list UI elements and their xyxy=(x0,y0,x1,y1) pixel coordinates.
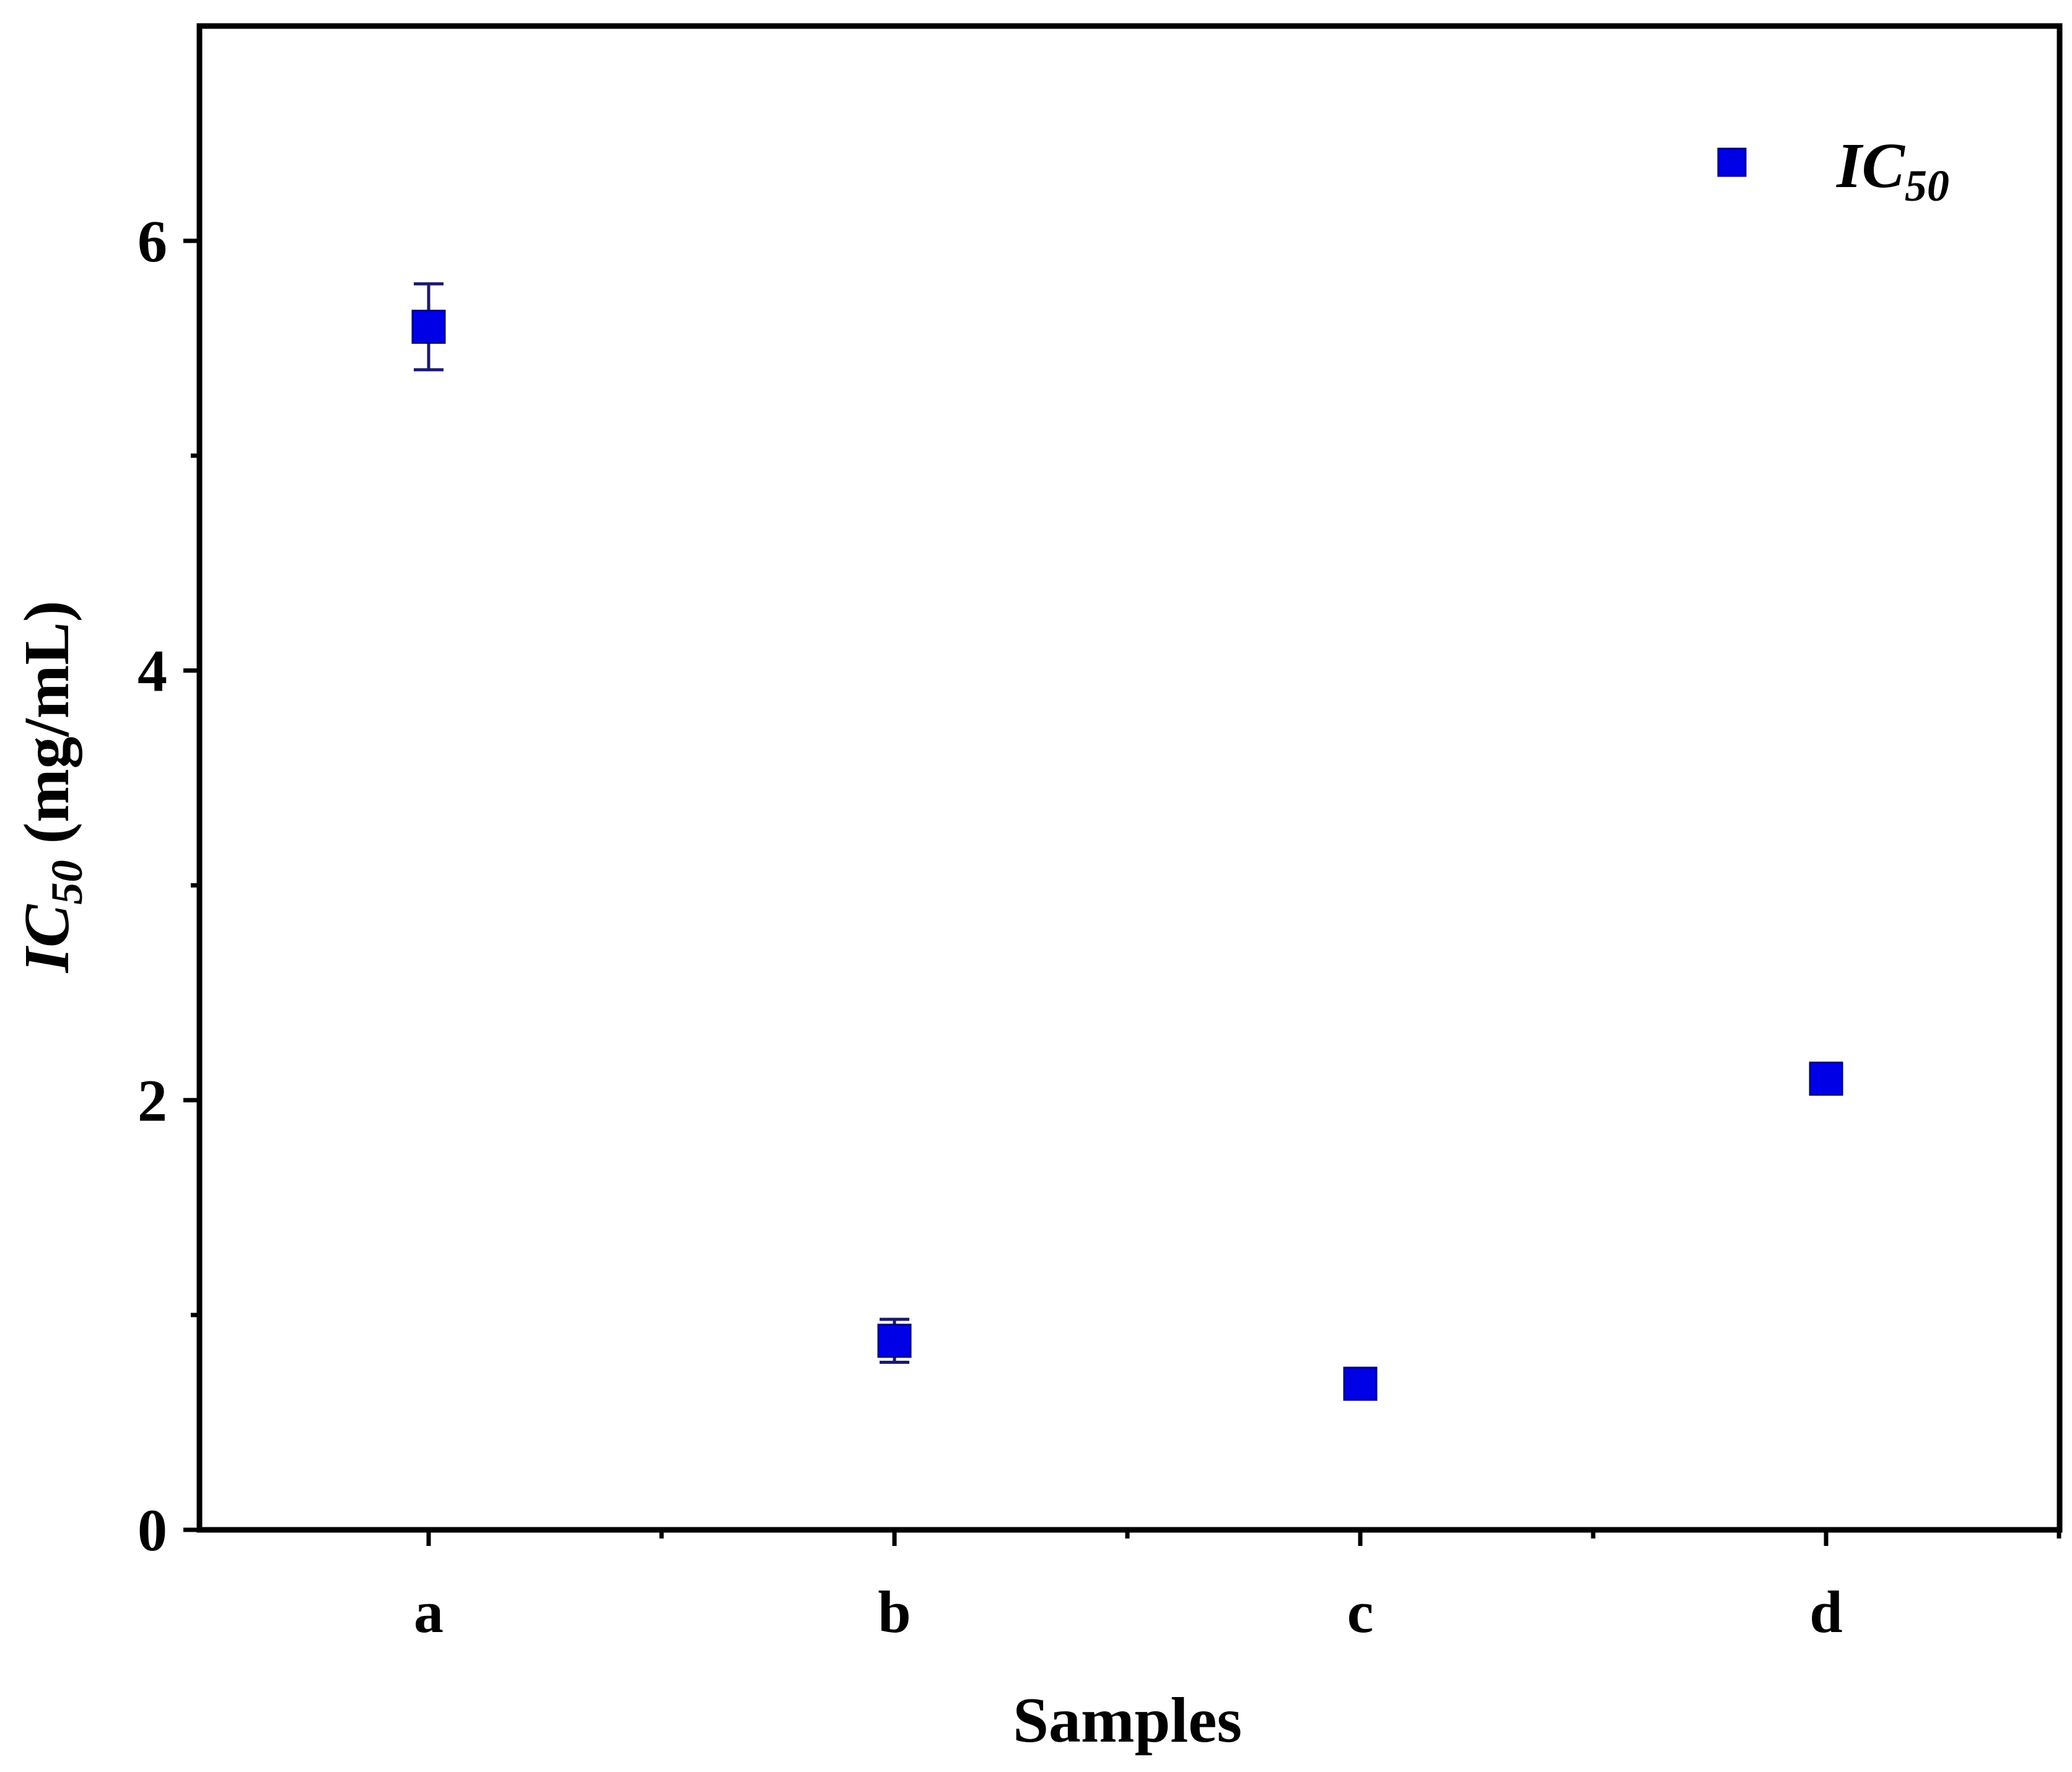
x-tick-label: b xyxy=(878,1579,911,1645)
legend-label-subscript: 50 xyxy=(1905,161,1949,211)
legend-label-main: IC xyxy=(1835,130,1905,201)
data-point-b xyxy=(877,1324,912,1358)
y-tick-label: 6 xyxy=(138,208,167,274)
y-tick-label: 0 xyxy=(138,1497,167,1563)
data-point-c xyxy=(1343,1366,1378,1401)
legend-marker-square xyxy=(1717,147,1747,177)
error-bars xyxy=(414,282,909,1364)
plot-frame xyxy=(196,23,2063,1533)
x-tick-label: d xyxy=(1809,1579,1842,1645)
x-axis-title: Samples xyxy=(1013,1685,1242,1756)
x-tick-label: c xyxy=(1347,1579,1374,1645)
plot-border xyxy=(196,23,2063,1533)
data-points xyxy=(411,310,1843,1401)
y-axis-title-unit: (mg/mL) xyxy=(11,601,82,860)
y-axis-ticks: 0 2 4 6 xyxy=(138,208,199,1563)
y-axis-title-subscript: 50 xyxy=(42,860,92,904)
data-point-a xyxy=(411,310,446,344)
legend-label: IC50 xyxy=(1835,130,1949,211)
y-tick-label: 2 xyxy=(138,1067,167,1133)
x-axis-ticks: a b c d xyxy=(414,1530,2061,1645)
y-tick-label: 4 xyxy=(138,638,167,704)
y-axis-title-main: IC xyxy=(11,904,82,974)
data-point-d xyxy=(1809,1062,1843,1096)
x-tick-label: a xyxy=(414,1579,444,1645)
legend: IC50 xyxy=(1717,130,1949,211)
y-axis-title: IC50 (mg/mL) xyxy=(11,601,92,974)
